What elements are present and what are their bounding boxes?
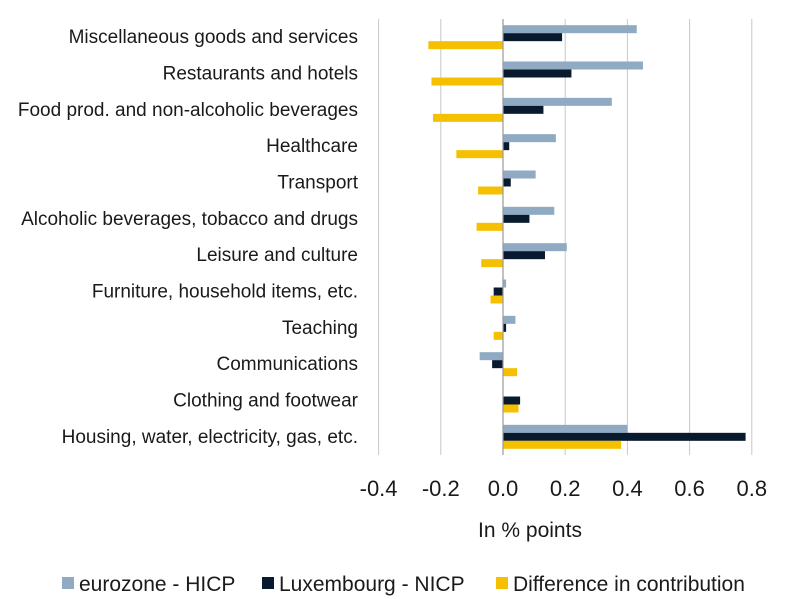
bar (503, 440, 622, 449)
bar (428, 41, 503, 50)
category-label: Miscellaneous goods and services (69, 27, 358, 48)
bar (503, 251, 545, 260)
x-tick-label: -0.4 (360, 476, 398, 501)
bar (503, 69, 572, 78)
bar (503, 396, 521, 405)
bar (503, 97, 612, 106)
bar (478, 186, 503, 195)
x-tick-label: 0.8 (737, 476, 768, 501)
category-label: Clothing and footwear (173, 391, 359, 412)
category-label: Leisure and culture (196, 245, 358, 266)
category-label: Transport (277, 173, 358, 194)
bar (503, 424, 628, 433)
bar (503, 33, 563, 42)
x-tick-label: -0.2 (422, 476, 460, 501)
category-labels: Miscellaneous goods and services Restaura… (18, 27, 359, 448)
bar (503, 323, 507, 332)
bar (492, 360, 503, 369)
x-tick-labels: -0.4 -0.2 0.0 0.2 0.4 0.6 0.8 (360, 476, 767, 501)
bar (503, 178, 511, 187)
bar (503, 142, 510, 151)
bar (476, 222, 503, 231)
legend-swatch (62, 577, 74, 589)
bar (481, 259, 503, 268)
legend-swatch (262, 577, 274, 589)
x-tick-label: 0.4 (612, 476, 643, 501)
bar (490, 295, 503, 304)
x-tick-label: 0.6 (674, 476, 705, 501)
x-axis-title: In % points (478, 519, 582, 542)
x-tick-label: 0.2 (550, 476, 581, 501)
bar (456, 150, 503, 159)
legend-label: Difference in contribution (513, 573, 745, 596)
category-label: Furniture, household items, etc. (92, 282, 358, 303)
category-label: Teaching (282, 318, 358, 339)
category-label: Housing, water, electricity, gas, etc. (62, 427, 358, 448)
category-label: Alcoholic beverages, tobacco and drugs (21, 209, 358, 230)
bar (503, 25, 637, 34)
legend-label: Luxembourg - NICP (279, 573, 465, 596)
bars (428, 25, 746, 449)
category-label: Communications (217, 354, 359, 375)
legend: eurozone - HICP Luxembourg - NICP Differen… (62, 573, 745, 596)
category-label: Healthcare (266, 136, 358, 157)
bar (479, 352, 503, 361)
legend-label: eurozone - HICP (79, 573, 235, 596)
bar (503, 170, 536, 179)
bar (503, 315, 516, 324)
bar (503, 105, 544, 114)
x-tick-label: 0.0 (488, 476, 519, 501)
bar (503, 134, 556, 143)
bar (503, 404, 519, 413)
bar (503, 432, 746, 441)
bar (503, 368, 517, 377)
bar (493, 287, 503, 296)
category-label: Food prod. and non-alcoholic beverages (18, 100, 358, 121)
category-label: Restaurants and hotels (163, 64, 358, 85)
bar (503, 214, 530, 223)
bar (433, 113, 503, 122)
bar (503, 243, 567, 252)
bar (431, 77, 503, 86)
bar (503, 279, 507, 288)
bar (503, 206, 555, 215)
bar (493, 331, 503, 340)
legend-swatch (496, 577, 508, 589)
bar (503, 61, 643, 70)
